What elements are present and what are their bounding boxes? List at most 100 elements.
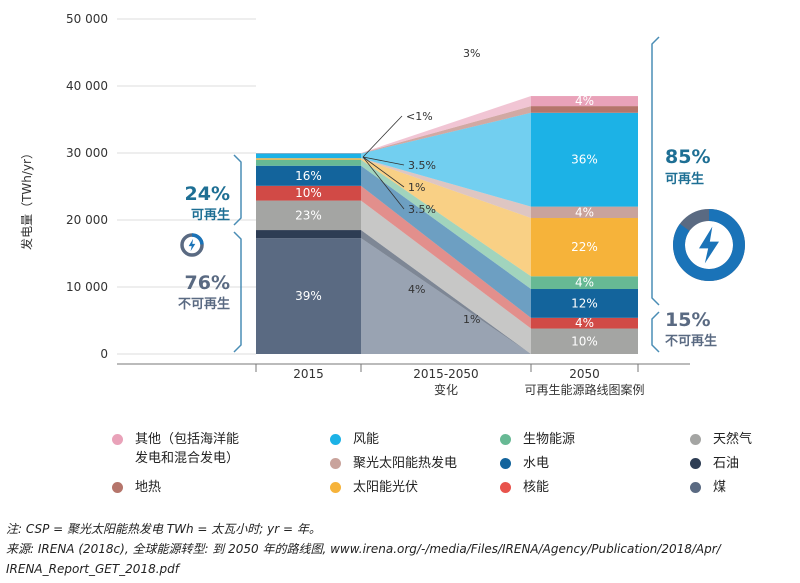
bar-2050-label-gas: 10% xyxy=(571,334,598,348)
bar-2050-geo xyxy=(531,106,638,113)
bar-2050-label-wind: 36% xyxy=(571,153,598,167)
x-tick-label: 2050 xyxy=(569,367,600,381)
legend-label: 其他（包括海洋能 发电和混合发电） xyxy=(135,432,240,466)
legend-item: 风能 xyxy=(330,430,379,449)
left-renewable-pct: 24% xyxy=(185,183,230,205)
x-tick-label: 变化 xyxy=(434,382,458,397)
bar-2050-hydro xyxy=(531,289,638,318)
change-leader-line xyxy=(362,156,405,188)
legend-swatch xyxy=(500,482,511,493)
legend-item: 地热 xyxy=(112,478,161,497)
bar-2015-pv xyxy=(256,158,361,160)
legend-swatch xyxy=(690,434,701,445)
transition-band-coal xyxy=(361,238,531,354)
right-nonrenewable-label: 不可再生 xyxy=(665,333,717,349)
bar-2015-gas xyxy=(256,200,361,231)
legend-item: 天然气 xyxy=(690,430,752,449)
transition-band-geo xyxy=(361,106,531,154)
bar-2015-bio xyxy=(256,159,361,166)
bar-2015-oil xyxy=(256,230,361,239)
transition-band-gas xyxy=(361,200,531,354)
bar-2015-label-nuclear: 10% xyxy=(295,186,322,200)
change-label: 3.5% xyxy=(408,203,436,216)
left-renewable-bracket xyxy=(233,154,242,226)
bar-2050-label-bio: 4% xyxy=(575,276,594,290)
legend-swatch xyxy=(500,458,511,469)
legend-item: 太阳能光伏 xyxy=(330,478,418,497)
legend-label: 太阳能光伏 xyxy=(353,480,419,495)
legend-item: 其他（包括海洋能 发电和混合发电） xyxy=(112,430,239,468)
bar-2015-hydro xyxy=(256,165,361,186)
bar-2050-bio xyxy=(531,276,638,290)
bar-2050-wind xyxy=(531,112,638,207)
legend-swatch xyxy=(112,482,123,493)
legend-item: 核能 xyxy=(500,478,549,497)
right-nonrenewable-pct: 15% xyxy=(665,309,710,331)
transition-band-nuclear xyxy=(361,185,531,329)
legend-label: 风能 xyxy=(353,432,380,447)
change-label: 4% xyxy=(408,283,425,296)
energy-generation-chart: 0 10 000 20 000 30 000 40 000 50 000 发电量（TWh/y… xyxy=(19,12,745,397)
bar-2015-label-hydro: 16% xyxy=(295,169,322,183)
legend-label: 生物能源 xyxy=(523,432,576,447)
legend-item: 石油 xyxy=(690,454,739,473)
change-leader-line xyxy=(362,115,403,158)
legend-swatch xyxy=(330,482,341,493)
bar-2050-pv xyxy=(531,217,638,277)
legend-item: 聚光太阳能热发电 xyxy=(330,454,457,473)
note-source-url: IRENA_Report_GET_2018.pdf xyxy=(6,562,179,576)
legend-swatch xyxy=(500,434,511,445)
y-axis-label: 发电量（TWh/yr） xyxy=(19,147,34,250)
transition-band-pv xyxy=(361,158,531,277)
left-renewable-label: 可再生 xyxy=(191,207,230,223)
bar-2015-coal xyxy=(256,238,361,354)
note-source: 来源: IRENA (2018c), 全球能源转型: 到 2050 年的路线图,… xyxy=(6,542,721,556)
y-tick-label: 0 xyxy=(100,347,108,361)
right-renewable-bracket xyxy=(651,36,660,306)
legend-item: 煤 xyxy=(690,478,726,497)
notes-section: 注: CSP = 聚光太阳能热发电 TWh = 太瓦小时; yr = 年。 来源… xyxy=(6,519,796,579)
y-tick-label: 20 000 xyxy=(66,213,108,227)
left-donut-lightning-icon xyxy=(188,238,196,252)
legend-label: 地热 xyxy=(135,480,162,495)
legend-item: 生物能源 xyxy=(500,430,575,449)
legend-swatch xyxy=(690,482,701,493)
x-tick-label: 可再生能源路线图案例 xyxy=(524,382,644,397)
y-tick-label: 10 000 xyxy=(66,280,108,294)
right-renewable-label: 可再生 xyxy=(665,171,704,187)
change-label: 3.5% xyxy=(408,159,436,172)
left-nonrenewable-label: 不可再生 xyxy=(178,296,230,312)
chart-legend: 其他（包括海洋能 发电和混合发电） 风能 生物能源 天然气聚光太阳能热发电 水电 石油地热… xyxy=(0,430,800,500)
change-leader-line xyxy=(362,156,405,166)
y-tick-label: 40 000 xyxy=(66,79,108,93)
change-label: <1% xyxy=(406,110,433,123)
left-donut-arc xyxy=(191,233,204,245)
bar-2050-other xyxy=(531,96,638,107)
bar-2050-label-pv: 22% xyxy=(571,240,598,254)
bar-2015-nuclear xyxy=(256,185,361,201)
transition-band-other xyxy=(361,96,531,154)
transition-band-bio xyxy=(361,159,531,290)
legend-swatch xyxy=(330,458,341,469)
legend-item: 水电 xyxy=(500,454,549,473)
bar-2050-csp xyxy=(531,206,638,218)
x-tick-label: 2015 xyxy=(293,367,324,381)
right-donut-arc xyxy=(673,209,745,281)
bar-2050-label-csp: 4% xyxy=(575,205,594,219)
transition-band-hydro xyxy=(361,165,531,318)
bar-2050-label-hydro: 12% xyxy=(571,296,598,310)
note-abbreviations: 注: CSP = 聚光太阳能热发电 TWh = 太瓦小时; yr = 年。 xyxy=(6,522,321,536)
y-tick-label: 50 000 xyxy=(66,12,108,26)
legend-label: 石油 xyxy=(713,456,740,471)
bar-2050-nuclear xyxy=(531,317,638,329)
bar-2015-label-gas: 23% xyxy=(295,208,322,222)
bar-2015-wind xyxy=(256,153,361,159)
transition-band-wind xyxy=(361,112,531,207)
change-leader-line xyxy=(362,156,405,210)
transition-band-csp xyxy=(361,158,531,218)
legend-swatch xyxy=(690,458,701,469)
legend-label: 水电 xyxy=(523,456,550,471)
x-tick-label: 2015-2050 xyxy=(413,367,478,381)
right-renewable-pct: 85% xyxy=(665,146,710,168)
legend-swatch xyxy=(330,434,341,445)
